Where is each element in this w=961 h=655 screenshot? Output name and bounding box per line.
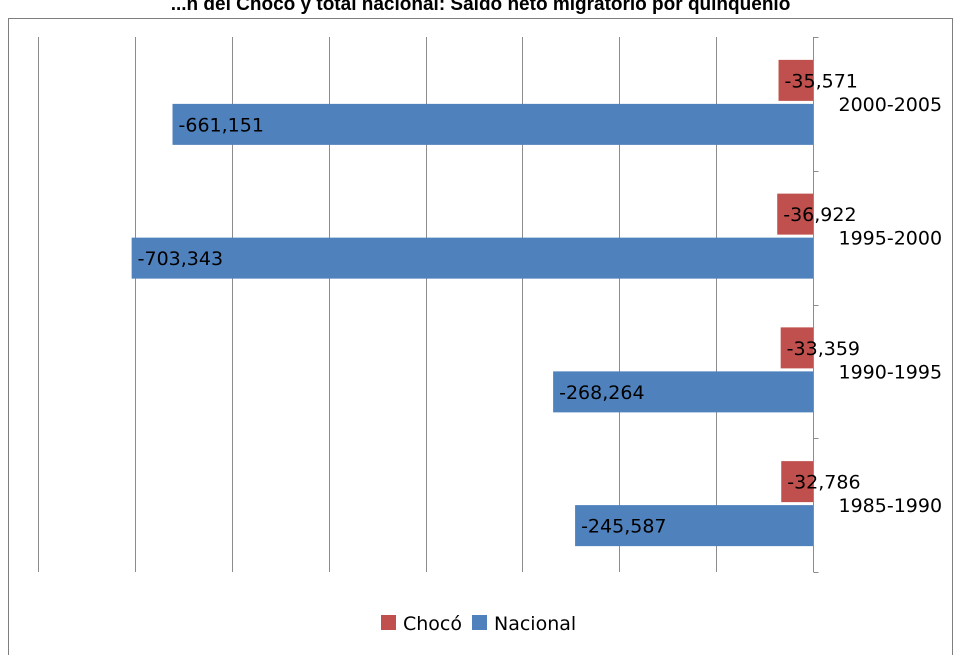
bar [131, 237, 813, 279]
legend-swatch [472, 615, 487, 630]
category-label: 1990-1995 [839, 361, 943, 383]
bar [553, 371, 813, 413]
data-label: -703,343 [138, 248, 223, 270]
bar [172, 103, 814, 145]
bar [780, 327, 813, 369]
legend-label: Nacional [494, 613, 576, 635]
data-label: -32,786 [787, 472, 860, 494]
chart-title: ...n del Chocó y total nacional: Saldo n… [170, 0, 791, 15]
legend-label: Chocó [403, 613, 462, 635]
chart-frame [8, 18, 953, 655]
category-label: 1985-1990 [839, 495, 943, 517]
legend-swatch [381, 615, 396, 630]
data-label: -268,264 [559, 382, 644, 404]
data-label: -36,922 [783, 204, 856, 226]
data-label: -33,359 [787, 338, 860, 360]
category-label: 1995-2000 [839, 228, 943, 250]
data-label: -661,151 [179, 114, 264, 136]
bar [575, 505, 813, 547]
bar [777, 193, 813, 235]
bar [778, 59, 813, 101]
bar [781, 461, 813, 503]
data-label: -35,571 [785, 70, 858, 92]
category-label: 2000-2005 [839, 94, 943, 116]
data-label: -245,587 [581, 516, 666, 538]
